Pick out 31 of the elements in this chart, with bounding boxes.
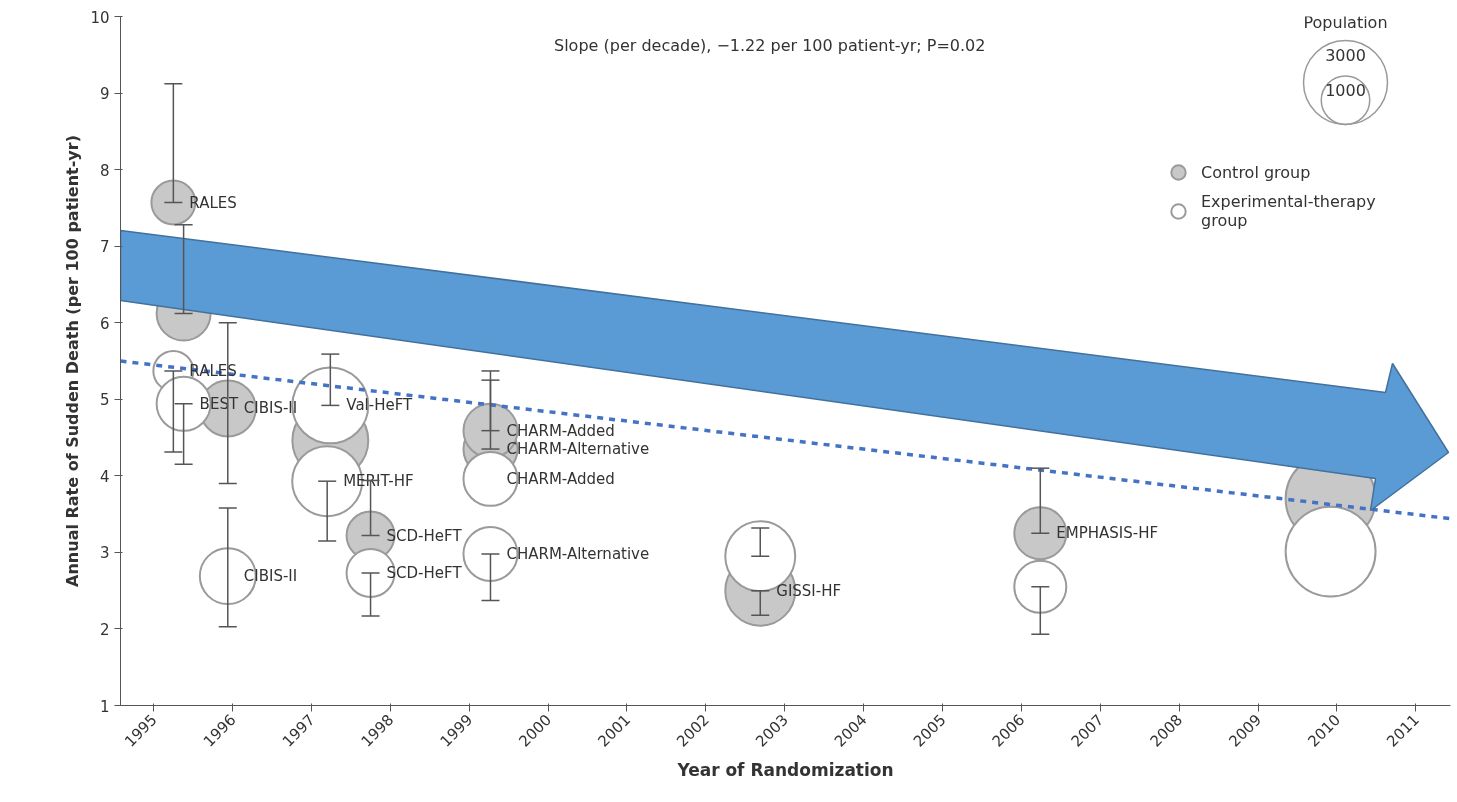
legend-label: 3000 xyxy=(1325,45,1366,65)
annotation: Val-HeFT xyxy=(346,396,414,415)
annotation: SCD-HeFT xyxy=(386,564,463,583)
legend-label: 1000 xyxy=(1325,81,1366,100)
annotation: CHARM-Added xyxy=(506,469,615,488)
legend-label: Experimental-therapy group xyxy=(1201,192,1376,230)
annotation: MERIT-HF xyxy=(343,472,414,491)
y-tick-label: 4 xyxy=(99,467,110,486)
annotation: CIBIS-II xyxy=(243,567,298,586)
y-tick-label: 6 xyxy=(99,314,110,333)
annotation: GISSI-HF xyxy=(776,581,842,600)
legend-label: Control group xyxy=(1201,162,1311,182)
y-axis-title: Annual Rate of Sudden Death (per 100 patient-yr) xyxy=(63,135,83,587)
annotation: RALES xyxy=(189,193,237,212)
x-axis-title: Year of Randomization xyxy=(676,759,894,780)
y-tick-label: 1 xyxy=(99,697,110,716)
y-tick-label: 5 xyxy=(99,391,110,410)
y-tick-label: 7 xyxy=(99,238,110,257)
legend-title: Population xyxy=(1303,13,1388,32)
annotation: CHARM-Alternative xyxy=(506,440,650,459)
annotation: CHARM-Added xyxy=(506,421,615,440)
y-tick-label: 8 xyxy=(99,161,110,180)
annotation: CHARM-Alternative xyxy=(506,544,650,563)
y-tick-label: 9 xyxy=(99,85,110,104)
y-tick-label: 3 xyxy=(99,544,110,563)
annotation: Slope (per decade), −1.22 per 100 patient-yr; P=0.02 xyxy=(554,36,986,55)
annotation: SCD-HeFT xyxy=(386,526,463,545)
y-tick-label: 2 xyxy=(99,620,110,639)
annotation: EMPHASIS-HF xyxy=(1056,524,1159,543)
y-tick-label: 10 xyxy=(90,8,110,27)
annotation: CIBIS-II xyxy=(243,399,298,418)
